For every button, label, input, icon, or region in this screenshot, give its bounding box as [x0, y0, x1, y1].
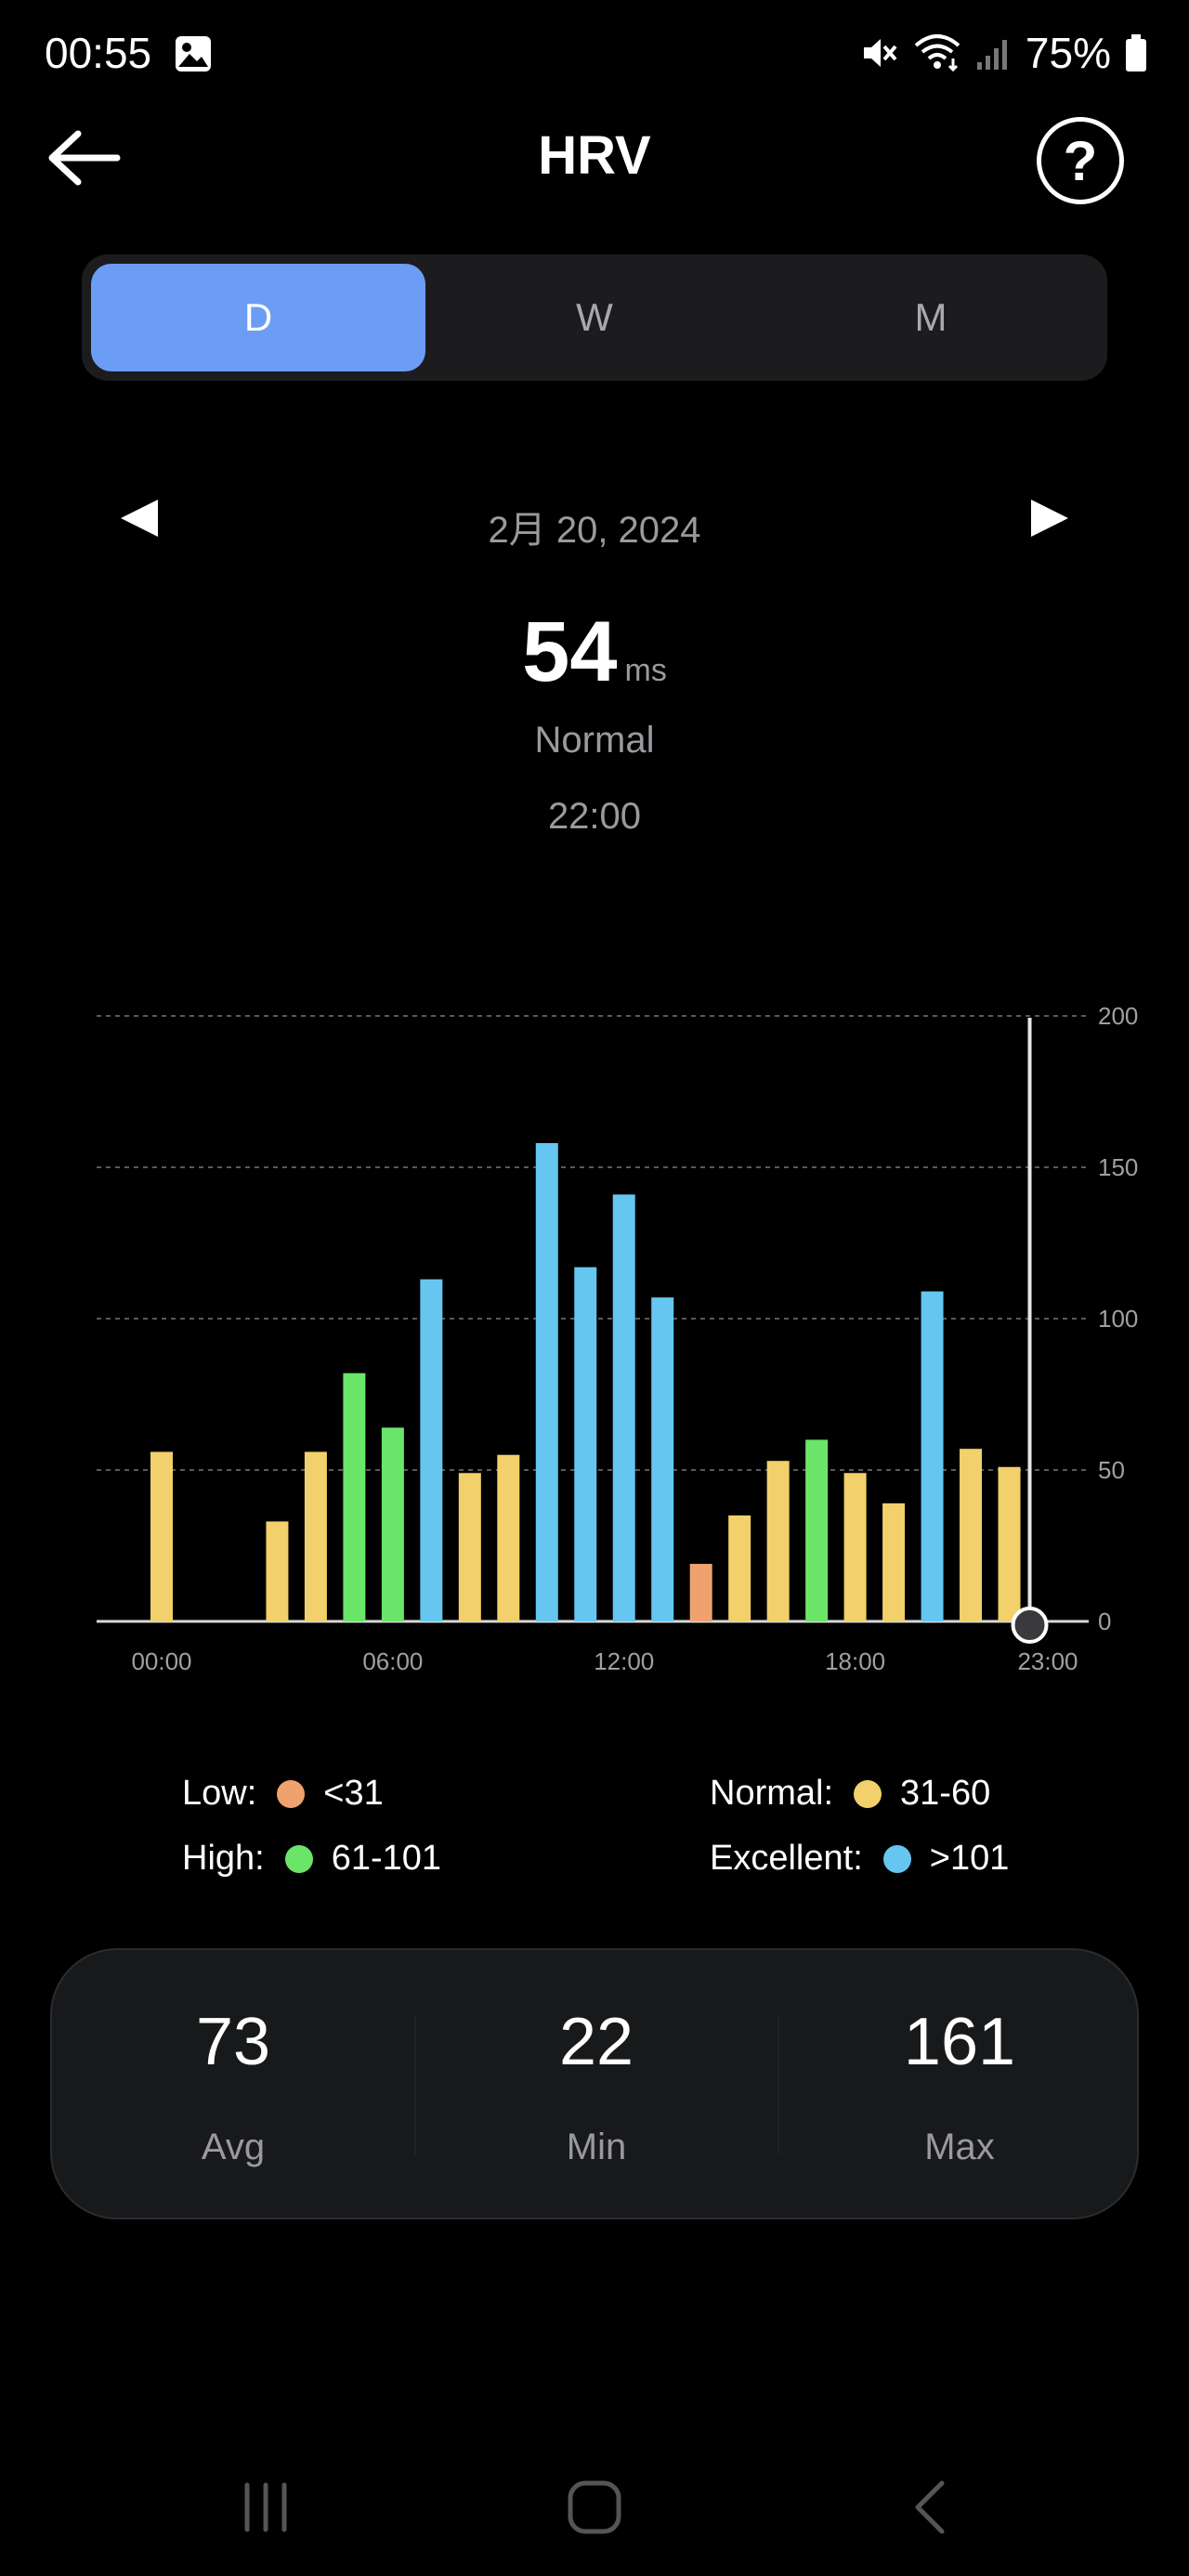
y-tick-label: 0 — [1098, 1607, 1111, 1635]
legend-normal-dot — [854, 1779, 882, 1808]
stat-max: 161 Max — [778, 1950, 1141, 2221]
x-tick-label: 18:00 — [825, 1647, 885, 1675]
chart-bar — [304, 1451, 327, 1621]
stat-avg: 73 Avg — [52, 1950, 414, 2221]
legend-high-label: High: — [182, 1839, 265, 1878]
chart-bar — [497, 1454, 520, 1621]
legend-excellent-range: >101 — [929, 1839, 1010, 1878]
chart-bar — [343, 1373, 366, 1621]
back-icon — [915, 2480, 945, 2534]
stat-min: 22 Min — [415, 1950, 777, 2221]
stat-avg-value: 73 — [195, 2005, 271, 2079]
reading-status: Normal — [534, 720, 655, 761]
legend-low-range: <31 — [323, 1774, 384, 1813]
tab-month[interactable]: M — [914, 295, 947, 339]
chart-bar — [805, 1439, 829, 1621]
status-icons: 75% — [858, 28, 1148, 78]
stats-card: 73 Avg 22 Min 161 Max — [50, 1948, 1139, 2219]
chart-bar — [689, 1564, 712, 1621]
legend-normal: Normal: 31-60 — [710, 1774, 990, 1814]
chart-bar — [998, 1466, 1021, 1621]
legend-normal-range: 31-60 — [900, 1774, 991, 1813]
recent-apps-icon — [244, 2482, 287, 2532]
chart-bar — [150, 1451, 173, 1621]
y-tick-label: 150 — [1098, 1153, 1138, 1181]
stat-max-label: Max — [924, 2127, 995, 2167]
y-tick-label: 100 — [1098, 1305, 1138, 1333]
battery-icon — [1126, 34, 1146, 72]
legend-high: High: 61-101 — [182, 1839, 441, 1879]
gallery-icon — [176, 36, 211, 72]
stat-min-value: 22 — [558, 2005, 634, 2079]
next-date-button[interactable] — [1022, 490, 1078, 546]
stat-max-value: 161 — [903, 2005, 1016, 2079]
legend-high-range: 61-101 — [331, 1839, 442, 1878]
current-reading: 54 ms — [0, 604, 1189, 701]
chart-bar — [420, 1279, 443, 1621]
chart-bar — [766, 1461, 790, 1621]
legend-normal-label: Normal: — [710, 1774, 834, 1813]
legend: Low: <31 Normal: 31-60 High: 61-101 Exce… — [0, 1774, 1189, 1904]
tab-week[interactable]: W — [576, 295, 613, 339]
triangle-right-icon — [1031, 500, 1068, 537]
stat-avg-label: Avg — [201, 2127, 266, 2167]
back-button[interactable] — [45, 121, 128, 195]
period-selector: D W M — [82, 254, 1107, 381]
x-tick-label: 23:00 — [1017, 1647, 1078, 1675]
stat-min-label: Min — [566, 2127, 627, 2167]
triangle-left-icon — [121, 500, 158, 537]
legend-high-dot — [284, 1844, 313, 1873]
tab-day[interactable]: D — [91, 264, 425, 371]
status-time: 00:55 — [45, 29, 152, 77]
help-button[interactable]: ? — [1037, 117, 1124, 204]
hrv-chart[interactable]: 0 50 100 150 200 00:00 06:00 12:00 18:00 23:00 — [0, 984, 1189, 1690]
battery-percent: 75% — [1025, 29, 1111, 77]
legend-low: Low: <31 — [182, 1774, 384, 1814]
date-label: 2月 20, 2024 — [488, 510, 701, 551]
question-mark-icon: ? — [1063, 129, 1098, 192]
selection-handle — [1011, 1607, 1049, 1644]
chart-bar — [612, 1194, 635, 1621]
reading-time: 22:00 — [547, 796, 642, 837]
chart-bar — [266, 1521, 289, 1621]
signal-icon — [976, 40, 1007, 70]
chart-bar — [882, 1503, 906, 1621]
reading-value: 54 — [522, 605, 618, 699]
arrow-left-icon — [48, 130, 121, 186]
chart-bar — [381, 1427, 404, 1621]
legend-low-label: Low: — [182, 1774, 257, 1813]
legend-excellent-label: Excellent: — [710, 1839, 863, 1878]
home-icon — [568, 2480, 621, 2534]
y-tick-label: 50 — [1098, 1456, 1125, 1484]
page-title: HRV — [538, 125, 651, 186]
x-tick-label: 06:00 — [362, 1647, 423, 1675]
x-tick-label: 12:00 — [594, 1647, 654, 1675]
chart-bar — [651, 1297, 674, 1621]
chart-bar — [921, 1291, 944, 1621]
stat-divider — [414, 2015, 416, 2154]
legend-excellent-dot — [882, 1844, 911, 1873]
status-bar: 00:55 75% — [0, 0, 1189, 111]
x-tick-label: 00:00 — [131, 1647, 191, 1675]
stat-divider — [777, 2015, 779, 2154]
chart-bar — [728, 1515, 751, 1621]
previous-date-button[interactable] — [111, 490, 167, 546]
chart-bar — [843, 1473, 867, 1621]
wifi-icon — [914, 34, 960, 72]
y-tick-label: 200 — [1098, 1002, 1138, 1030]
home-button[interactable] — [548, 2461, 641, 2554]
mute-icon — [863, 39, 897, 67]
chart-bar — [960, 1449, 983, 1621]
system-nav-bar — [0, 2433, 1189, 2576]
chart-bar — [574, 1267, 597, 1621]
legend-low-dot — [277, 1779, 306, 1808]
reading-unit: ms — [624, 653, 667, 688]
chart-bar — [458, 1473, 481, 1621]
chart-bar — [535, 1142, 558, 1621]
system-back-button[interactable] — [884, 2461, 977, 2554]
hrv-bar-chart[interactable]: 0 50 100 150 200 00:00 06:00 12:00 18:00 23:00 — [0, 984, 1189, 1690]
recent-apps-button[interactable] — [219, 2461, 312, 2554]
legend-excellent: Excellent: >101 — [710, 1839, 1009, 1879]
